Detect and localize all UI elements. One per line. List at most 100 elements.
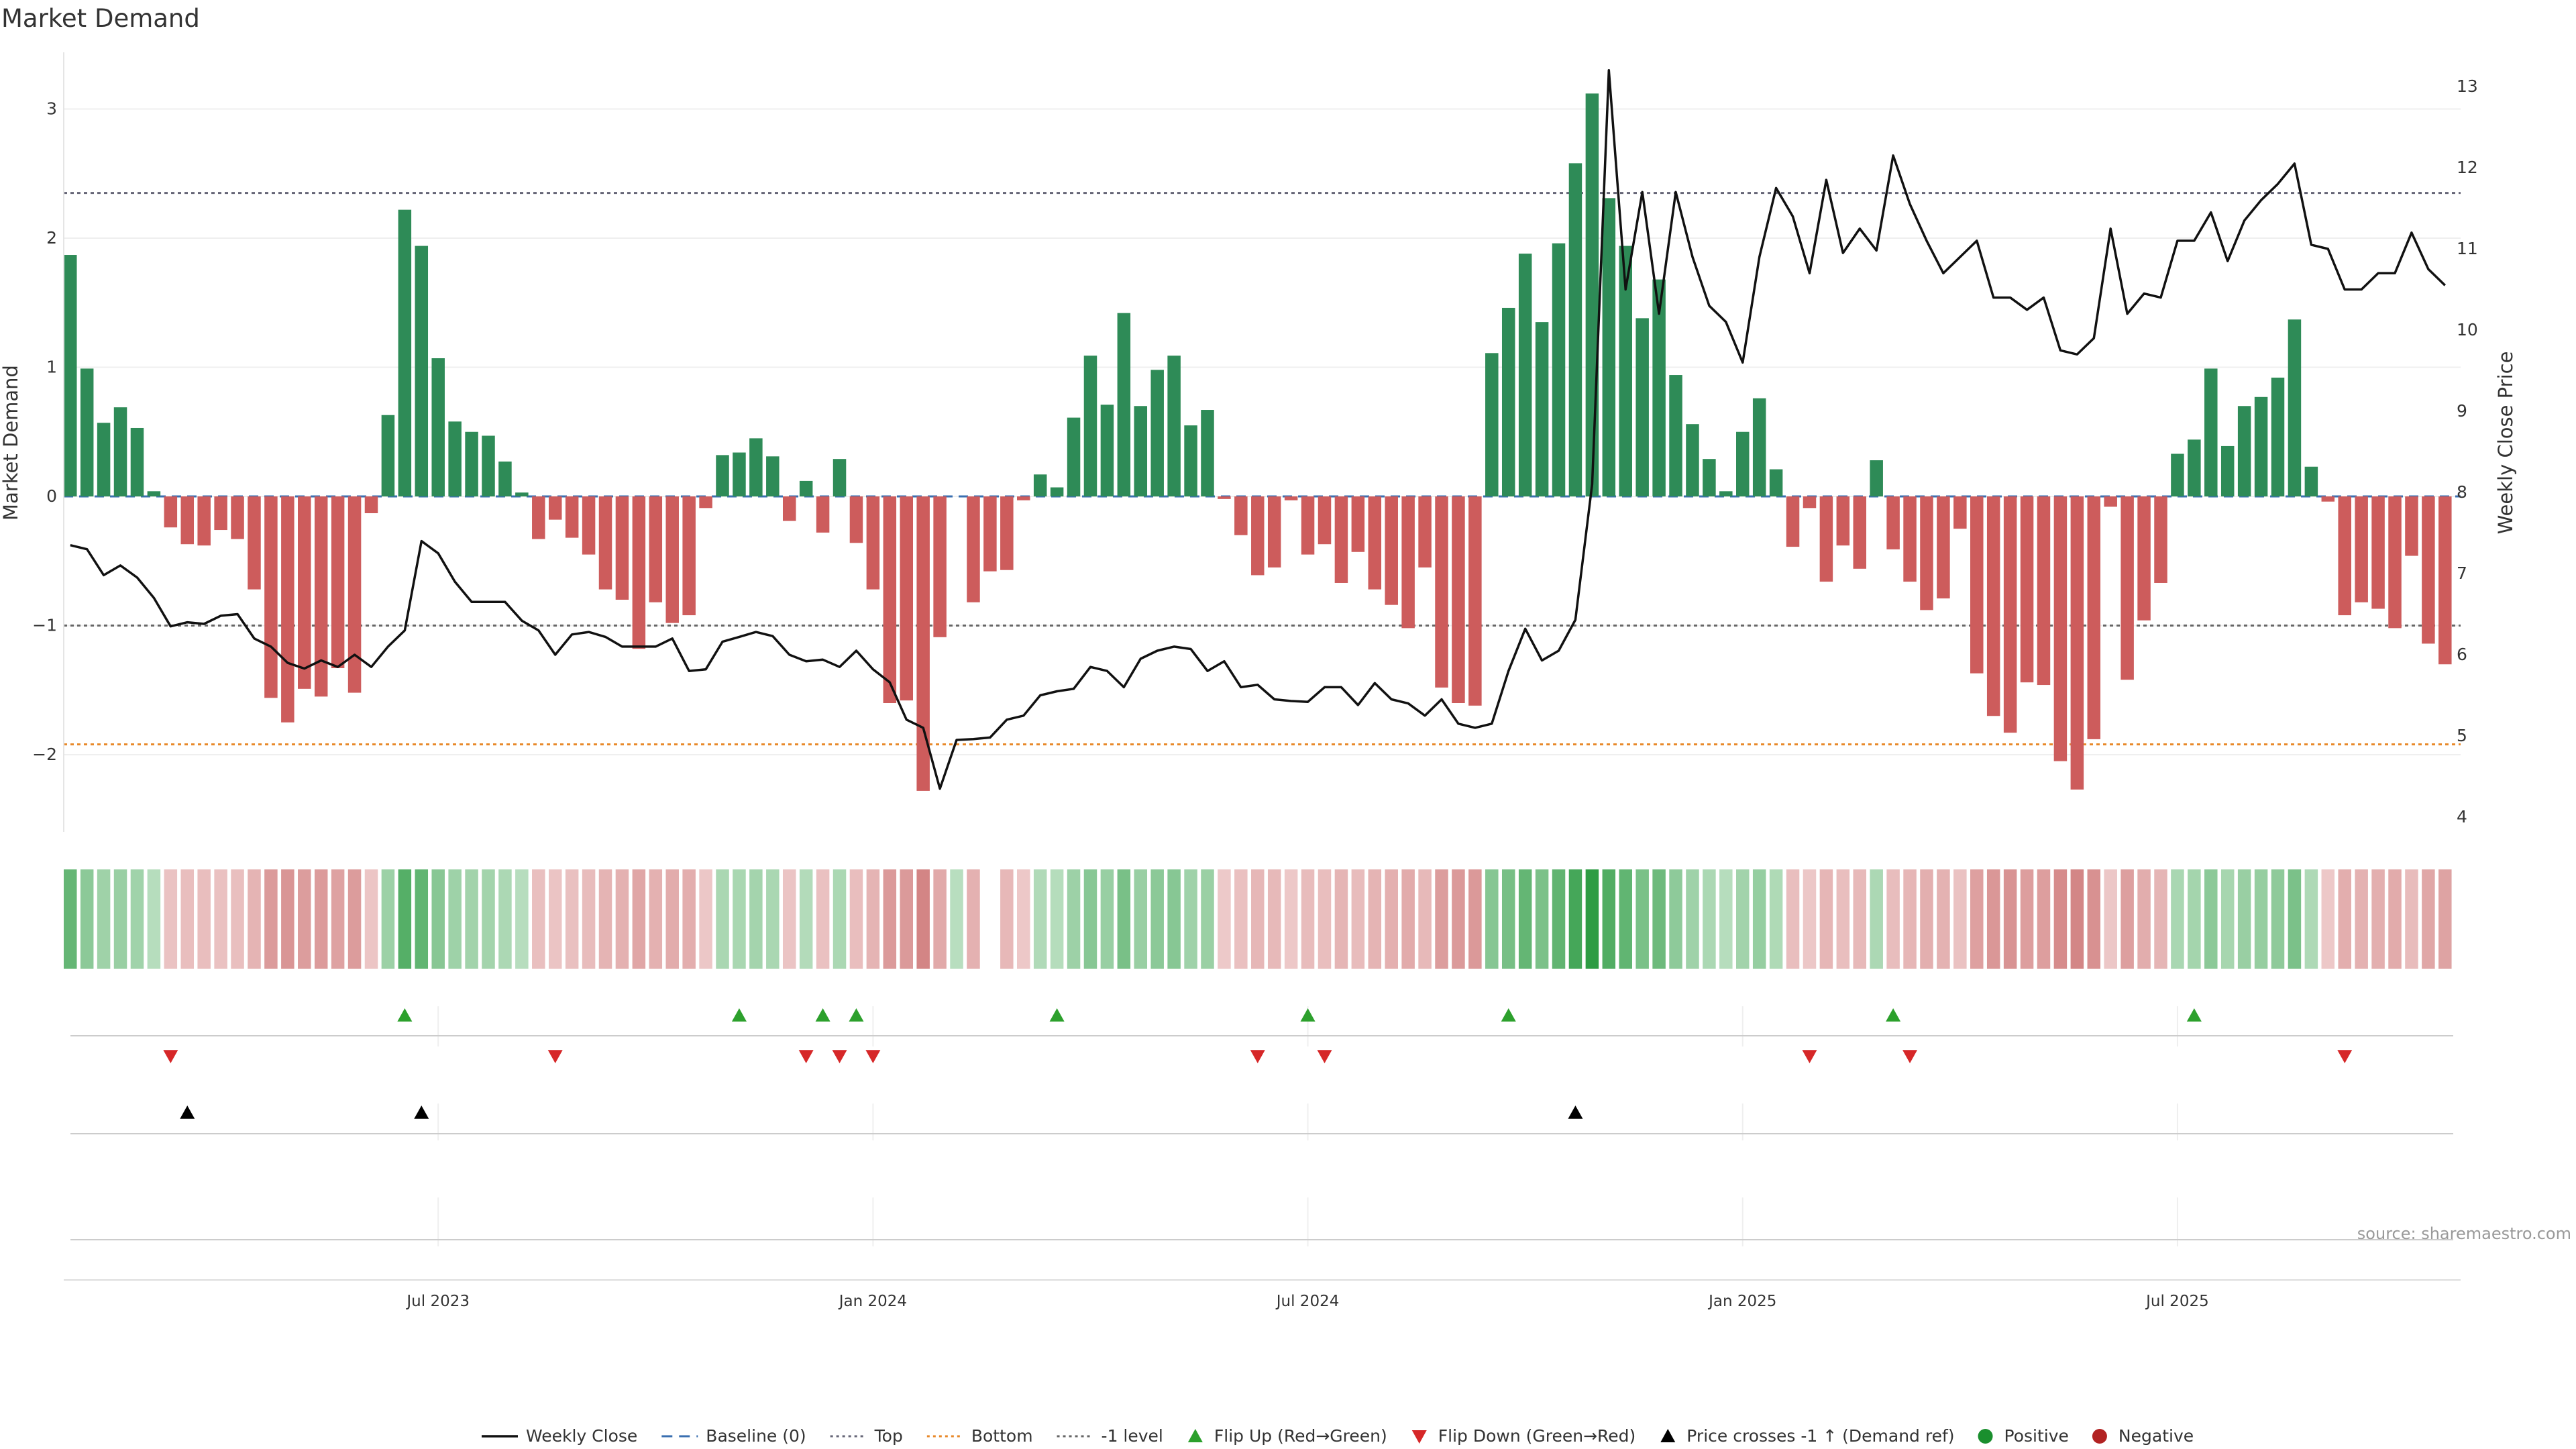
demand-bar xyxy=(2188,439,2201,496)
strip-cell xyxy=(1301,869,1315,969)
strip-cell xyxy=(866,869,880,969)
demand-bar xyxy=(1184,425,1197,496)
demand-bar xyxy=(749,438,763,496)
demand-bar xyxy=(1368,496,1382,590)
demand-bar xyxy=(147,491,161,496)
strip-cell xyxy=(1886,869,1900,969)
strip-cell xyxy=(1518,869,1532,969)
price-cross-marker xyxy=(1568,1106,1583,1119)
demand-bar xyxy=(2271,377,2285,496)
legend-item: -1 level xyxy=(1057,1426,1163,1446)
demand-bar xyxy=(1903,496,1917,582)
demand-bar xyxy=(1435,496,1448,688)
strip-cell xyxy=(1836,869,1850,969)
strip-cell xyxy=(665,869,679,969)
demand-bar xyxy=(1318,496,1332,545)
y-tick-label: −2 xyxy=(32,745,57,764)
demand-bar xyxy=(1501,307,1515,496)
demand-bar xyxy=(883,496,897,703)
strip-cell xyxy=(1585,869,1599,969)
strip-cell xyxy=(347,869,362,969)
demand-bar xyxy=(849,496,863,543)
strip-cell xyxy=(2388,869,2402,969)
demand-bar xyxy=(1886,496,1900,549)
demand-bar xyxy=(1803,496,1817,508)
demand-bar xyxy=(1736,431,1750,496)
demand-bar xyxy=(900,496,913,701)
strip-cell xyxy=(1719,869,1733,969)
strip-cell xyxy=(1568,869,1582,969)
demand-bar xyxy=(1385,496,1398,605)
y2-tick-label: 12 xyxy=(2457,158,2478,177)
demand-bar xyxy=(2121,496,2134,680)
demand-bar xyxy=(1117,313,1131,496)
demand-bar xyxy=(1083,356,1097,496)
strip-cell xyxy=(2220,869,2235,969)
strip-cell xyxy=(1635,869,1649,969)
demand-bar xyxy=(699,496,712,508)
legend-label: Price crosses -1 ↑ (Demand ref) xyxy=(1686,1426,1954,1446)
strip-cell xyxy=(1819,869,1833,969)
demand-bar xyxy=(2070,496,2084,790)
legend-label: Bottom xyxy=(971,1426,1033,1446)
strip-cell xyxy=(2070,869,2084,969)
strip-cell xyxy=(2271,869,2285,969)
demand-bar xyxy=(214,496,227,531)
strip-cell xyxy=(448,869,462,969)
demand-bar xyxy=(498,462,512,496)
demand-bar xyxy=(1218,496,1231,499)
strip-cell xyxy=(1150,869,1164,969)
demand-bar xyxy=(1719,491,1733,496)
demand-bar xyxy=(1067,417,1081,496)
y2-tick-label: 4 xyxy=(2457,807,2467,826)
y2-tick-label: 8 xyxy=(2457,482,2467,502)
demand-bar xyxy=(2388,496,2402,629)
demand-bar xyxy=(482,435,495,496)
flip-up-marker xyxy=(1049,1008,1065,1022)
strip-cell xyxy=(1652,869,1666,969)
strip-cell xyxy=(331,869,345,969)
demand-bar xyxy=(1050,487,1064,496)
demand-bar xyxy=(1100,405,1114,496)
strip-cell xyxy=(314,869,328,969)
strip-cell xyxy=(766,869,780,969)
demand-heat-strip xyxy=(64,869,2452,969)
demand-bar xyxy=(2254,396,2268,496)
strip-cell xyxy=(1619,869,1632,969)
strip-cell xyxy=(1100,869,1114,969)
flip-down-marker xyxy=(1250,1050,1265,1063)
flip-up-marker xyxy=(731,1008,747,1022)
strip-cell xyxy=(816,869,830,969)
strip-cell xyxy=(1083,869,1097,969)
demand-bar xyxy=(314,496,328,697)
demand-bar xyxy=(2237,406,2251,496)
demand-bar xyxy=(2053,496,2068,761)
strip-cell xyxy=(967,869,980,969)
y-tick-label: 1 xyxy=(46,358,57,377)
strip-cell xyxy=(1435,869,1448,969)
strip-cell xyxy=(147,869,161,969)
legend-label: Positive xyxy=(2004,1426,2069,1446)
strip-cell xyxy=(649,869,663,969)
demand-bar xyxy=(598,496,612,590)
demand-bar xyxy=(2338,496,2351,616)
chart-title: Market Demand xyxy=(1,4,200,33)
legend-item: Top xyxy=(830,1426,903,1446)
demand-bar xyxy=(465,431,478,496)
demand-bar xyxy=(197,496,211,546)
flip-up-marker xyxy=(1886,1008,1901,1022)
signal-markers xyxy=(70,1008,2453,1240)
strip-cell xyxy=(1251,869,1265,969)
y2-tick-label: 7 xyxy=(2457,564,2467,583)
strip-cell xyxy=(2254,869,2268,969)
strip-cell xyxy=(1686,869,1699,969)
strip-cell xyxy=(532,869,545,969)
demand-bar xyxy=(2220,445,2235,496)
strip-cell xyxy=(2288,869,2302,969)
flip-down-marker xyxy=(832,1050,847,1063)
demand-bar xyxy=(833,459,847,496)
demand-bar xyxy=(2154,496,2167,583)
strip-cell xyxy=(1535,869,1549,969)
strip-cell xyxy=(1986,869,2000,969)
